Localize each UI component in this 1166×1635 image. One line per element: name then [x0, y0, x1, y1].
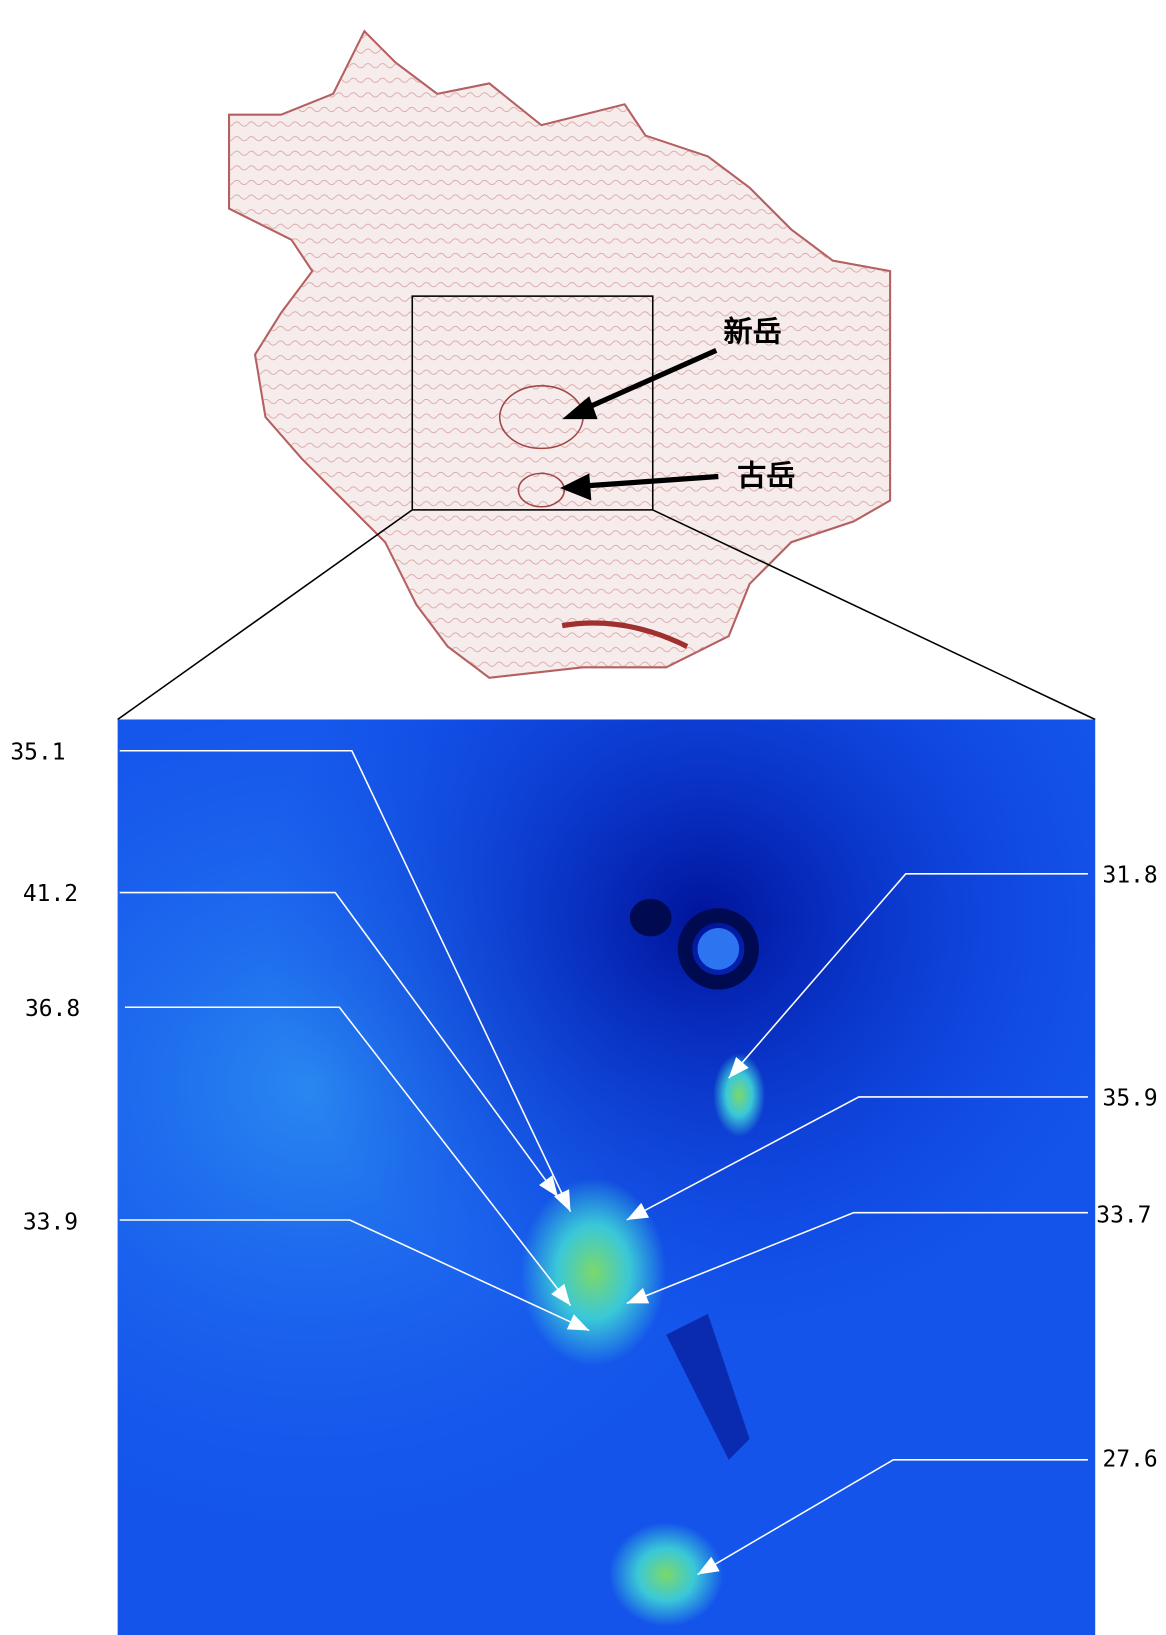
temperature-label: 36.8 [25, 996, 80, 1022]
page: 新岳 古岳 35.141.236.833.931.835.933.727.6 (… [0, 0, 1166, 1635]
temperature-label: 35.9 [1103, 1086, 1158, 1112]
temperature-label: 33.9 [23, 1210, 78, 1236]
zoom-line [118, 510, 413, 720]
temperature-label: 27.6 [1103, 1446, 1158, 1472]
peak-label: 新岳 [724, 315, 782, 349]
thermal-image [118, 719, 1096, 1635]
figure: 新岳 古岳 35.1 41.2 36.8 33.9 31.8 35.9 33.7 27.6 [0, 0, 1166, 1635]
temperature-label: 41.2 [23, 881, 78, 907]
peak-label: 古岳 [737, 459, 795, 493]
topo-map: 新岳 古岳 [118, 31, 1096, 719]
temperature-label: 31.8 [1103, 862, 1158, 888]
temperature-label: 35.1 [10, 739, 65, 765]
temperature-label: 33.7 [1096, 1202, 1151, 1228]
